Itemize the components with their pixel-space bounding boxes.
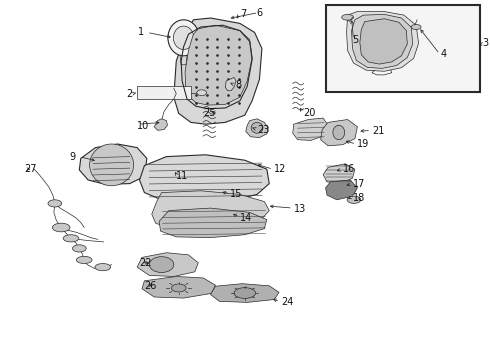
Text: 6: 6 [256, 8, 263, 18]
Text: 15: 15 [230, 189, 243, 199]
Text: 20: 20 [303, 108, 316, 118]
Polygon shape [152, 191, 270, 230]
Text: 17: 17 [352, 179, 365, 189]
Polygon shape [346, 12, 418, 71]
Ellipse shape [197, 90, 207, 96]
Text: 11: 11 [176, 171, 189, 181]
Polygon shape [154, 119, 168, 130]
Polygon shape [293, 118, 328, 140]
Polygon shape [174, 18, 262, 124]
Polygon shape [351, 14, 413, 68]
Ellipse shape [52, 223, 70, 232]
Polygon shape [225, 77, 236, 91]
Text: 7: 7 [240, 9, 246, 19]
Ellipse shape [411, 24, 421, 30]
Text: 16: 16 [343, 164, 355, 174]
Ellipse shape [347, 196, 361, 203]
Ellipse shape [234, 288, 256, 298]
Text: 22: 22 [140, 258, 152, 268]
Text: 14: 14 [240, 213, 252, 223]
Polygon shape [140, 155, 270, 202]
Text: 19: 19 [357, 139, 369, 149]
Text: 25: 25 [203, 108, 216, 118]
Ellipse shape [63, 235, 79, 242]
Polygon shape [159, 208, 267, 238]
Ellipse shape [172, 284, 186, 292]
Polygon shape [137, 253, 198, 276]
Polygon shape [246, 119, 269, 138]
Ellipse shape [251, 122, 263, 133]
Text: 26: 26 [145, 281, 157, 291]
Polygon shape [79, 144, 147, 184]
Ellipse shape [168, 20, 199, 56]
Polygon shape [320, 120, 357, 146]
Text: 21: 21 [372, 126, 385, 136]
Text: 9: 9 [70, 152, 76, 162]
Text: 3: 3 [482, 38, 489, 48]
Text: 24: 24 [281, 297, 294, 307]
Text: 10: 10 [137, 121, 149, 131]
Polygon shape [360, 19, 407, 64]
Ellipse shape [73, 245, 86, 252]
Ellipse shape [342, 14, 353, 20]
Polygon shape [323, 164, 355, 184]
Text: 1: 1 [138, 27, 145, 37]
Text: 27: 27 [24, 164, 37, 174]
Ellipse shape [95, 264, 111, 271]
Text: 2: 2 [126, 89, 132, 99]
Text: 8: 8 [235, 80, 241, 90]
Polygon shape [185, 25, 252, 105]
Bar [325, 5, 480, 92]
Polygon shape [211, 284, 279, 302]
Text: 5: 5 [352, 35, 359, 45]
Ellipse shape [90, 144, 134, 186]
Ellipse shape [76, 256, 92, 264]
Text: 13: 13 [294, 204, 306, 214]
Polygon shape [142, 276, 216, 298]
Bar [137, 86, 191, 99]
Text: 18: 18 [352, 193, 365, 203]
Text: 12: 12 [274, 164, 287, 174]
Ellipse shape [173, 26, 194, 50]
Polygon shape [325, 180, 357, 200]
Text: 23: 23 [257, 125, 270, 135]
Ellipse shape [149, 257, 174, 273]
Ellipse shape [333, 125, 344, 140]
Text: 4: 4 [441, 49, 447, 59]
Ellipse shape [48, 200, 62, 207]
